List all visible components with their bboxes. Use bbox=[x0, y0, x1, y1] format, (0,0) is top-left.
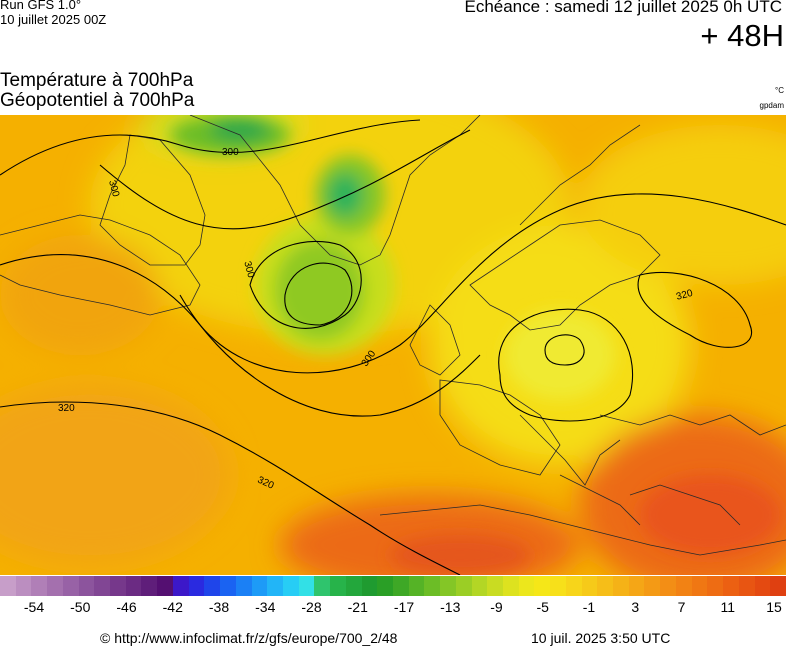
scale-tick-label: -34 bbox=[255, 599, 276, 615]
color-swatch bbox=[565, 576, 582, 596]
color-swatch bbox=[660, 576, 676, 596]
color-swatch bbox=[738, 576, 755, 596]
color-swatch bbox=[282, 576, 299, 596]
color-swatch bbox=[31, 576, 48, 596]
color-swatch bbox=[141, 576, 158, 596]
color-swatch bbox=[220, 576, 236, 596]
color-swatch bbox=[251, 576, 268, 596]
color-swatch bbox=[723, 576, 739, 596]
color-swatch bbox=[330, 576, 346, 596]
color-swatch bbox=[94, 576, 111, 596]
color-swatch bbox=[62, 576, 79, 596]
forecast-valid-time: Echéance : samedi 12 juillet 2025 0h UTC bbox=[464, 0, 782, 16]
contour-label: 320 bbox=[58, 403, 75, 414]
geopotential-contours bbox=[0, 119, 786, 575]
contour-label: 320 bbox=[675, 288, 694, 303]
color-swatch bbox=[675, 576, 692, 596]
color-swatch bbox=[534, 576, 551, 596]
color-swatch bbox=[78, 576, 95, 596]
generation-timestamp: 10 juil. 2025 3:50 UTC bbox=[531, 630, 671, 646]
color-swatch bbox=[235, 576, 252, 596]
temperature-unit: °C bbox=[775, 86, 784, 95]
contour-label: 300 bbox=[106, 179, 121, 198]
scale-tick-label: -21 bbox=[347, 599, 368, 615]
scale-tick-label: -13 bbox=[440, 599, 461, 615]
color-swatch bbox=[298, 576, 315, 596]
color-swatch bbox=[487, 576, 503, 596]
scale-tick-label: 15 bbox=[766, 599, 782, 615]
color-swatch bbox=[0, 576, 16, 596]
color-swatch bbox=[157, 576, 173, 596]
color-swatch bbox=[125, 576, 142, 596]
scale-tick-label: -28 bbox=[301, 599, 322, 615]
color-swatch bbox=[172, 576, 189, 596]
weather-map: 300 300 300 300 320 320 320 bbox=[0, 115, 786, 575]
color-swatch bbox=[503, 576, 519, 596]
temperature-color-scale bbox=[0, 576, 786, 596]
color-swatch bbox=[392, 576, 409, 596]
color-swatch bbox=[754, 576, 771, 596]
color-swatch bbox=[204, 576, 221, 596]
parameter-temperature-title: Température à 700hPa bbox=[0, 70, 194, 91]
lead-time: + 48H bbox=[700, 18, 784, 53]
color-swatch bbox=[550, 576, 566, 596]
scale-tick-label: -50 bbox=[70, 599, 91, 615]
temperature-field bbox=[0, 115, 786, 575]
scale-tick-label: -38 bbox=[208, 599, 230, 615]
color-swatch bbox=[188, 576, 205, 596]
scale-tick-label: 11 bbox=[720, 599, 736, 615]
scale-tick-label: -9 bbox=[490, 599, 503, 615]
run-date: 10 juillet 2025 00Z bbox=[0, 12, 107, 27]
color-swatch bbox=[377, 576, 393, 596]
color-swatch bbox=[408, 576, 425, 596]
scale-tick-label: -46 bbox=[116, 599, 137, 615]
color-swatch bbox=[770, 576, 786, 596]
color-swatch bbox=[314, 576, 331, 596]
color-swatch bbox=[47, 576, 63, 596]
geopotential-unit: gpdam bbox=[759, 101, 784, 110]
color-swatch bbox=[15, 576, 32, 596]
color-swatch bbox=[613, 576, 629, 596]
color-swatch bbox=[110, 576, 126, 596]
color-swatch bbox=[345, 576, 362, 596]
scale-tick-label: -54 bbox=[23, 599, 45, 615]
color-swatch bbox=[424, 576, 441, 596]
scale-tick-label: -5 bbox=[536, 599, 549, 615]
color-swatch bbox=[581, 576, 598, 596]
color-swatch bbox=[518, 576, 535, 596]
color-swatch bbox=[644, 576, 661, 596]
contour-label: 300 bbox=[241, 260, 256, 279]
color-swatch bbox=[691, 576, 708, 596]
color-swatch bbox=[707, 576, 724, 596]
source-url[interactable]: © http://www.infoclimat.fr/z/gfs/europe/… bbox=[100, 630, 398, 646]
scale-tick-label: 7 bbox=[677, 599, 686, 615]
color-swatch bbox=[471, 576, 488, 596]
parameter-geopotential-title: Géopotentiel à 700hPa bbox=[0, 90, 195, 111]
temperature-scale-ticks: -54 -50 -46 -42 -38 -34 -28 -21 -17 -13 -9 -5 -1 3 7 11… bbox=[0, 598, 786, 618]
scale-tick-label: -17 bbox=[393, 599, 415, 615]
contour-label: 300 bbox=[222, 147, 239, 158]
coastlines bbox=[0, 115, 786, 556]
scale-tick-label: -1 bbox=[582, 599, 596, 615]
run-title: Run GFS 1.0° bbox=[0, 0, 82, 12]
color-swatch bbox=[440, 576, 456, 596]
color-swatch bbox=[597, 576, 614, 596]
color-swatch bbox=[628, 576, 645, 596]
scale-tick-label: -42 bbox=[162, 599, 183, 615]
scale-tick-label: 3 bbox=[631, 599, 640, 615]
color-swatch bbox=[361, 576, 378, 596]
color-swatch bbox=[455, 576, 472, 596]
color-swatch bbox=[267, 576, 283, 596]
